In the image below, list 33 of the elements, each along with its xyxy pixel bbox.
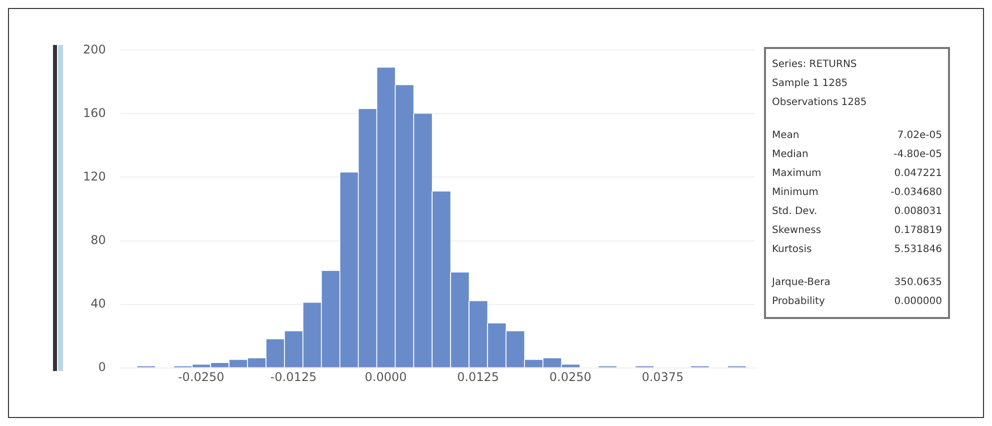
y-tick-label: 200	[83, 42, 106, 56]
text: Minimum	[772, 186, 818, 200]
text: Skewness	[772, 224, 822, 238]
y-tick-label: 120	[83, 169, 106, 184]
x-tick-label: 0.0000	[364, 370, 407, 384]
x-tick-label: 0.0250	[549, 370, 592, 384]
x-tick-label: 0.0375	[642, 370, 684, 384]
text: 7.02e-05	[897, 129, 942, 143]
text: 0.000000	[894, 295, 942, 309]
text: 0.047221	[894, 167, 942, 181]
text: 0.178819	[894, 224, 942, 238]
y-tick-label: 160	[83, 106, 106, 120]
text: -4.80e-05	[894, 148, 942, 162]
text: 350.0635	[894, 276, 942, 290]
text: Sample 1 1285	[772, 77, 849, 91]
y-tick-label: 40	[90, 296, 106, 310]
y-tick-label: 80	[90, 232, 106, 247]
text: Mean	[772, 129, 800, 143]
text: 0.008031	[894, 205, 942, 219]
text: Maximum	[772, 167, 822, 181]
text: 5.531846	[894, 243, 942, 257]
text: Series: RETURNS	[772, 58, 858, 72]
y-tick-label: 0	[98, 360, 106, 374]
text: Kurtosis	[772, 243, 812, 257]
x-tick-label: -0.0250	[178, 370, 224, 384]
x-tick-label: 0.0125	[457, 370, 500, 384]
text: Std. Dev.	[772, 205, 818, 219]
text: Probability	[772, 295, 825, 309]
x-tick-label: -0.0125	[270, 370, 317, 384]
text: -0.034680	[890, 186, 942, 200]
text: Jarque-Bera	[772, 276, 830, 290]
text: Observations 1285	[772, 96, 868, 110]
text: Median	[772, 148, 808, 162]
